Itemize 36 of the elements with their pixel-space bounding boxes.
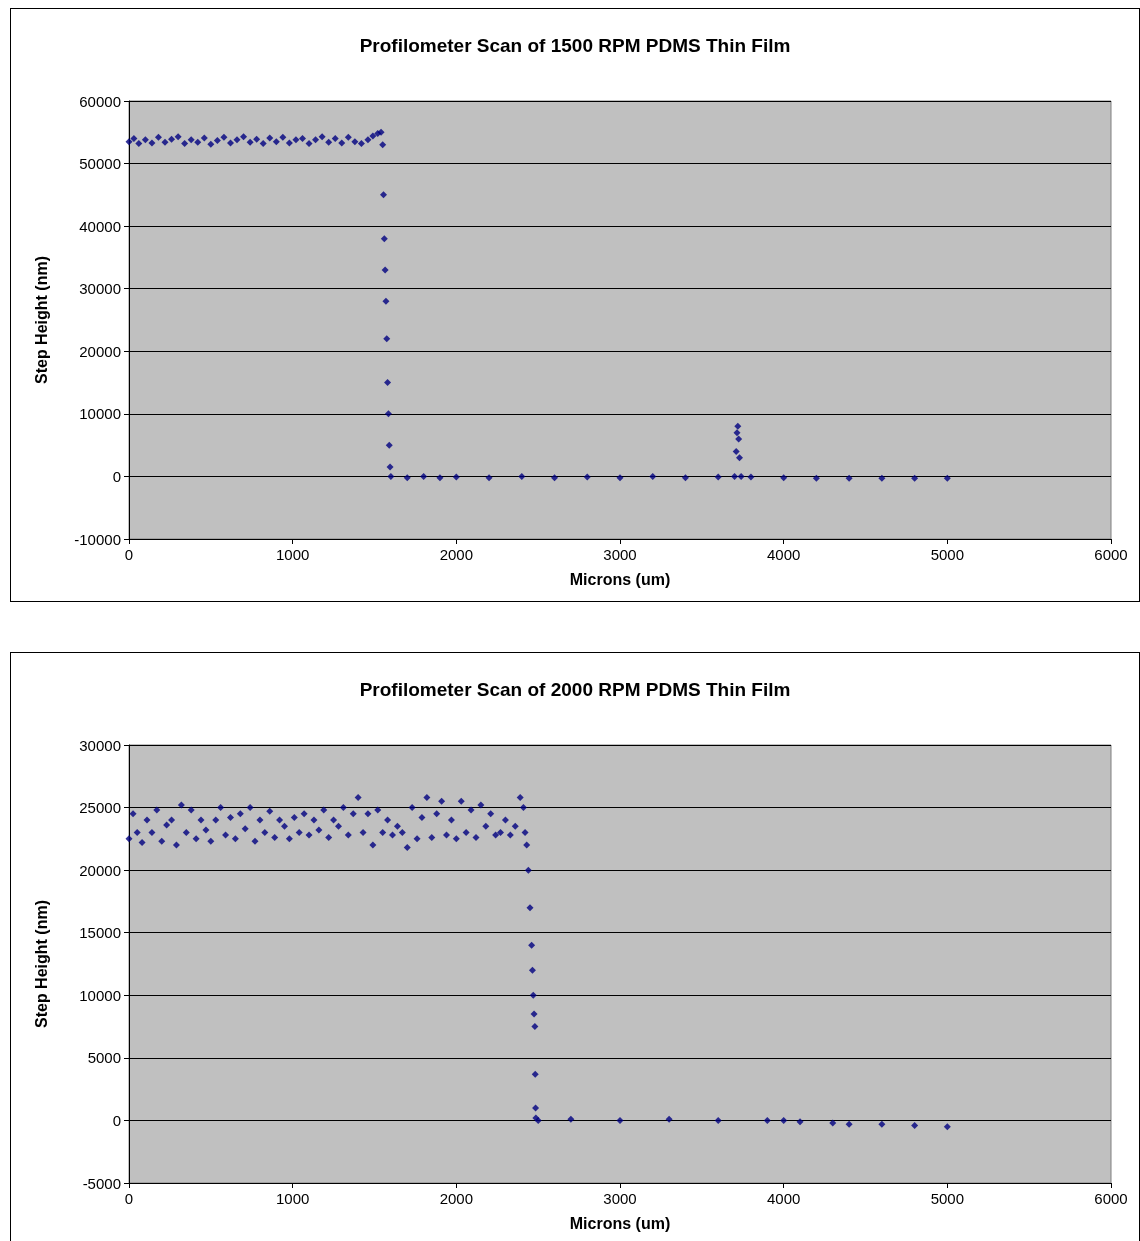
y-tick-label: 0 — [112, 467, 121, 485]
y-tick-label: 60000 — [79, 92, 121, 110]
y-tick-label: 50000 — [79, 155, 121, 173]
x-tick-label: 0 — [124, 1190, 134, 1207]
x-axis-title: Microns (um) — [569, 1214, 671, 1232]
y-tick-label: 10000 — [79, 986, 121, 1004]
x-tick-label: 3000 — [603, 1190, 637, 1207]
y-tick-label: 20000 — [79, 861, 121, 879]
x-axis-title: Microns (um) — [569, 570, 671, 588]
y-tick-label: 15000 — [79, 924, 121, 942]
y-tick-label: -5000 — [82, 1174, 121, 1192]
y-tick-label: -10000 — [74, 530, 121, 548]
y-tick-label: 40000 — [79, 217, 121, 235]
x-tick-label: 5000 — [930, 1190, 965, 1207]
y-tick-label: 25000 — [79, 799, 121, 817]
x-tick-label: 6000 — [1094, 1190, 1128, 1207]
x-tick-label: 4000 — [766, 546, 801, 563]
y-tick-label: 10000 — [79, 405, 121, 423]
x-tick-label: 4000 — [766, 1190, 801, 1207]
y-tick-label: 0 — [112, 1111, 121, 1129]
x-tick-label: 1000 — [275, 1190, 310, 1207]
y-tick-label: 5000 — [87, 1049, 121, 1067]
x-tick-label: 5000 — [930, 546, 965, 563]
chart-title: Profilometer Scan of 1500 RPM PDMS Thin Film — [359, 35, 791, 56]
y-axis-title: Step Height (nm) — [32, 900, 50, 1028]
x-tick-label: 0 — [124, 546, 134, 563]
x-tick-label: 2000 — [439, 1190, 474, 1207]
y-tick-label: 30000 — [79, 736, 121, 754]
x-tick-label: 1000 — [275, 546, 310, 563]
x-tick-label: 6000 — [1094, 546, 1128, 563]
y-axis-title: Step Height (nm) — [32, 256, 50, 384]
chart-title: Profilometer Scan of 2000 RPM PDMS Thin Film — [359, 679, 791, 700]
x-tick-label: 3000 — [603, 546, 637, 563]
x-tick-label: 2000 — [439, 546, 474, 563]
y-tick-label: 20000 — [79, 342, 121, 360]
y-tick-label: 30000 — [79, 280, 121, 298]
